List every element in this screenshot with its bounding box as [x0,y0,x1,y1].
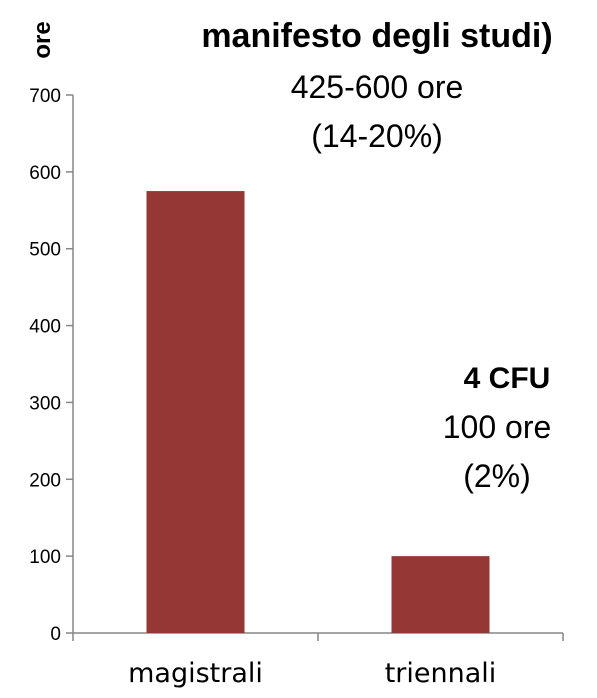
bars [146,191,490,634]
y-tick-label: 400 [29,317,61,338]
annotation-magistrali-percent: (14-20%) [311,118,443,154]
category-label-triennali: triennali [385,658,497,689]
bar-triennali [391,556,490,633]
y-tick-label: 600 [29,163,61,184]
y-tick-label: 700 [29,86,61,107]
y-tick-label: 300 [29,393,61,414]
bar-magistrali [146,191,245,634]
annotation-magistrali-hours: 425-600 ore [291,69,464,105]
x-ticks [72,633,564,641]
category-labels: magistrali triennali [128,658,496,689]
annotation-triennali-hours: 100 ore [443,409,552,445]
y-tick-label: 200 [29,470,61,491]
annotation-triennali-title: 4 CFU [464,362,551,395]
y-tick-label: 0 [50,624,61,645]
category-label-magistrali: magistrali [128,658,263,689]
y-tick-label: 100 [29,547,61,568]
y-axis-label: ore [29,21,56,58]
annotation-magistrali-title: manifesto degli studi) [201,17,552,55]
y-ticks: 0 100 200 300 400 500 600 700 [29,86,73,645]
y-tick-label: 500 [29,240,61,261]
annotation-triennali-percent: (2%) [463,458,531,494]
